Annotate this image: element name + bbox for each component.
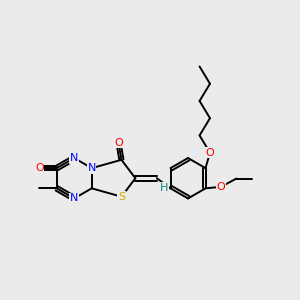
Text: O: O <box>35 163 44 173</box>
Text: O: O <box>114 138 123 148</box>
Text: O: O <box>217 182 225 192</box>
Text: S: S <box>118 192 125 202</box>
Text: H: H <box>160 183 168 193</box>
Text: N: N <box>70 153 78 163</box>
Text: O: O <box>206 148 214 158</box>
Text: N: N <box>88 163 96 173</box>
Text: N: N <box>70 194 78 203</box>
